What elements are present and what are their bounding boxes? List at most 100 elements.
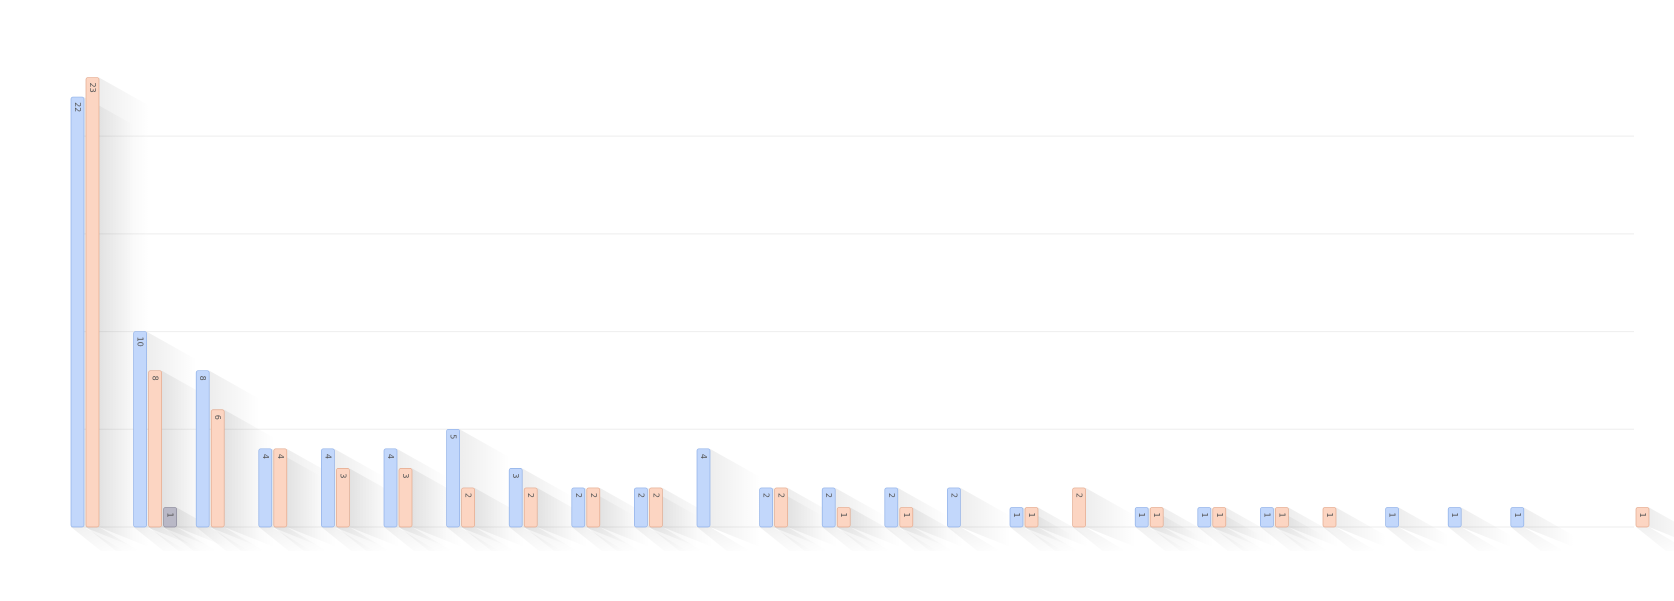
bar — [821, 487, 836, 528]
bar — [634, 487, 648, 528]
bar-shadows — [71, 77, 1674, 551]
bar — [273, 448, 288, 528]
data-label: 4 — [323, 454, 332, 459]
data-label: 1 — [1325, 512, 1334, 517]
data-label: 1 — [1450, 512, 1459, 517]
bar — [1635, 507, 1650, 528]
data-label: 1 — [166, 512, 175, 517]
bar — [398, 468, 413, 528]
data-label: 2 — [777, 493, 786, 498]
bar — [1510, 507, 1525, 528]
data-label: 2 — [589, 493, 598, 498]
bar-floor-shadow — [1385, 527, 1439, 551]
bar-floor-shadow — [399, 527, 452, 551]
data-label: 1 — [1152, 512, 1161, 517]
data-label: 1 — [1012, 512, 1021, 517]
bar — [321, 448, 335, 528]
bar-shadow — [1225, 507, 1276, 547]
data-label: 1 — [839, 512, 848, 517]
bar-floor-shadow — [211, 527, 265, 551]
bar-floor-shadow — [1212, 527, 1266, 551]
data-label: 1 — [1388, 512, 1397, 517]
bar-shadow — [1163, 507, 1214, 547]
bar — [446, 428, 460, 528]
bar — [1149, 507, 1164, 528]
data-label: 1 — [1277, 512, 1286, 517]
data-label: 2 — [887, 493, 896, 498]
bar-floor-shadow — [1150, 527, 1204, 551]
bars — [70, 77, 1650, 528]
bar — [85, 77, 100, 528]
bar-floor-shadow — [1323, 527, 1376, 551]
bar — [523, 487, 538, 528]
data-label: 2 — [526, 493, 535, 498]
bar-floor-shadow — [336, 527, 390, 551]
data-label: 6 — [213, 415, 222, 420]
bar-floor-shadow — [697, 527, 750, 551]
bar-shadow — [787, 487, 838, 547]
bar-shadow — [662, 487, 713, 547]
data-label: 22 — [73, 102, 82, 112]
bar — [1009, 507, 1024, 528]
bar-floor-shadow — [1025, 527, 1078, 551]
bar-floor-shadow — [899, 527, 953, 551]
data-label: 1 — [1262, 512, 1271, 517]
bar — [836, 507, 851, 528]
data-label: 3 — [511, 473, 520, 478]
bar-floor-shadow — [1510, 527, 1564, 551]
bar — [1212, 507, 1227, 528]
data-label: 1 — [902, 512, 911, 517]
data-label: 3 — [338, 473, 347, 478]
bar-floor-shadow — [1636, 527, 1674, 551]
data-label: 8 — [198, 376, 207, 381]
data-label: 2 — [636, 493, 645, 498]
data-label: 4 — [276, 454, 285, 459]
data-label: 3 — [401, 473, 410, 478]
bar — [70, 96, 85, 528]
bar — [1072, 487, 1086, 528]
bar — [1260, 507, 1274, 528]
bar — [759, 487, 773, 528]
data-label: 8 — [151, 376, 160, 381]
bar — [1134, 507, 1149, 528]
bar — [461, 487, 475, 528]
bar — [1385, 507, 1399, 528]
data-label: 1 — [1200, 512, 1209, 517]
bar-floor-shadow — [1275, 527, 1329, 551]
bar-floor-shadow — [837, 527, 891, 551]
data-label: 1 — [1215, 512, 1224, 517]
bar-shadow — [710, 448, 760, 547]
data-label: 23 — [88, 83, 97, 93]
bar-shadow — [537, 487, 588, 547]
bar-shadow — [1649, 507, 1674, 537]
bar — [1447, 507, 1462, 528]
bar-shadow — [1038, 507, 1088, 547]
data-label: 2 — [1075, 493, 1084, 498]
bar — [163, 507, 177, 528]
bar-shadow — [1523, 507, 1574, 547]
data-label: 2 — [651, 493, 660, 498]
bar-floor-shadow — [586, 527, 640, 551]
bar-shadow — [1288, 507, 1339, 547]
bar — [1024, 507, 1039, 528]
data-label: 4 — [261, 454, 270, 459]
bar — [884, 487, 899, 528]
bar — [774, 487, 788, 528]
bar — [649, 487, 663, 528]
bar — [696, 448, 711, 528]
data-label: 2 — [464, 493, 473, 498]
data-label: 1 — [1027, 512, 1036, 517]
data-label: 1 — [1638, 512, 1647, 517]
data-label: 2 — [574, 493, 583, 498]
bar-shadow — [1085, 487, 1136, 547]
bar-floor-shadow — [1448, 527, 1502, 551]
data-label: 2 — [762, 493, 771, 498]
bar-shadow — [1336, 507, 1386, 547]
bar-floor-shadow — [774, 527, 828, 551]
bar — [210, 409, 225, 528]
data-label: 2 — [824, 493, 833, 498]
bar — [133, 331, 147, 528]
data-label: 1 — [1513, 512, 1522, 517]
